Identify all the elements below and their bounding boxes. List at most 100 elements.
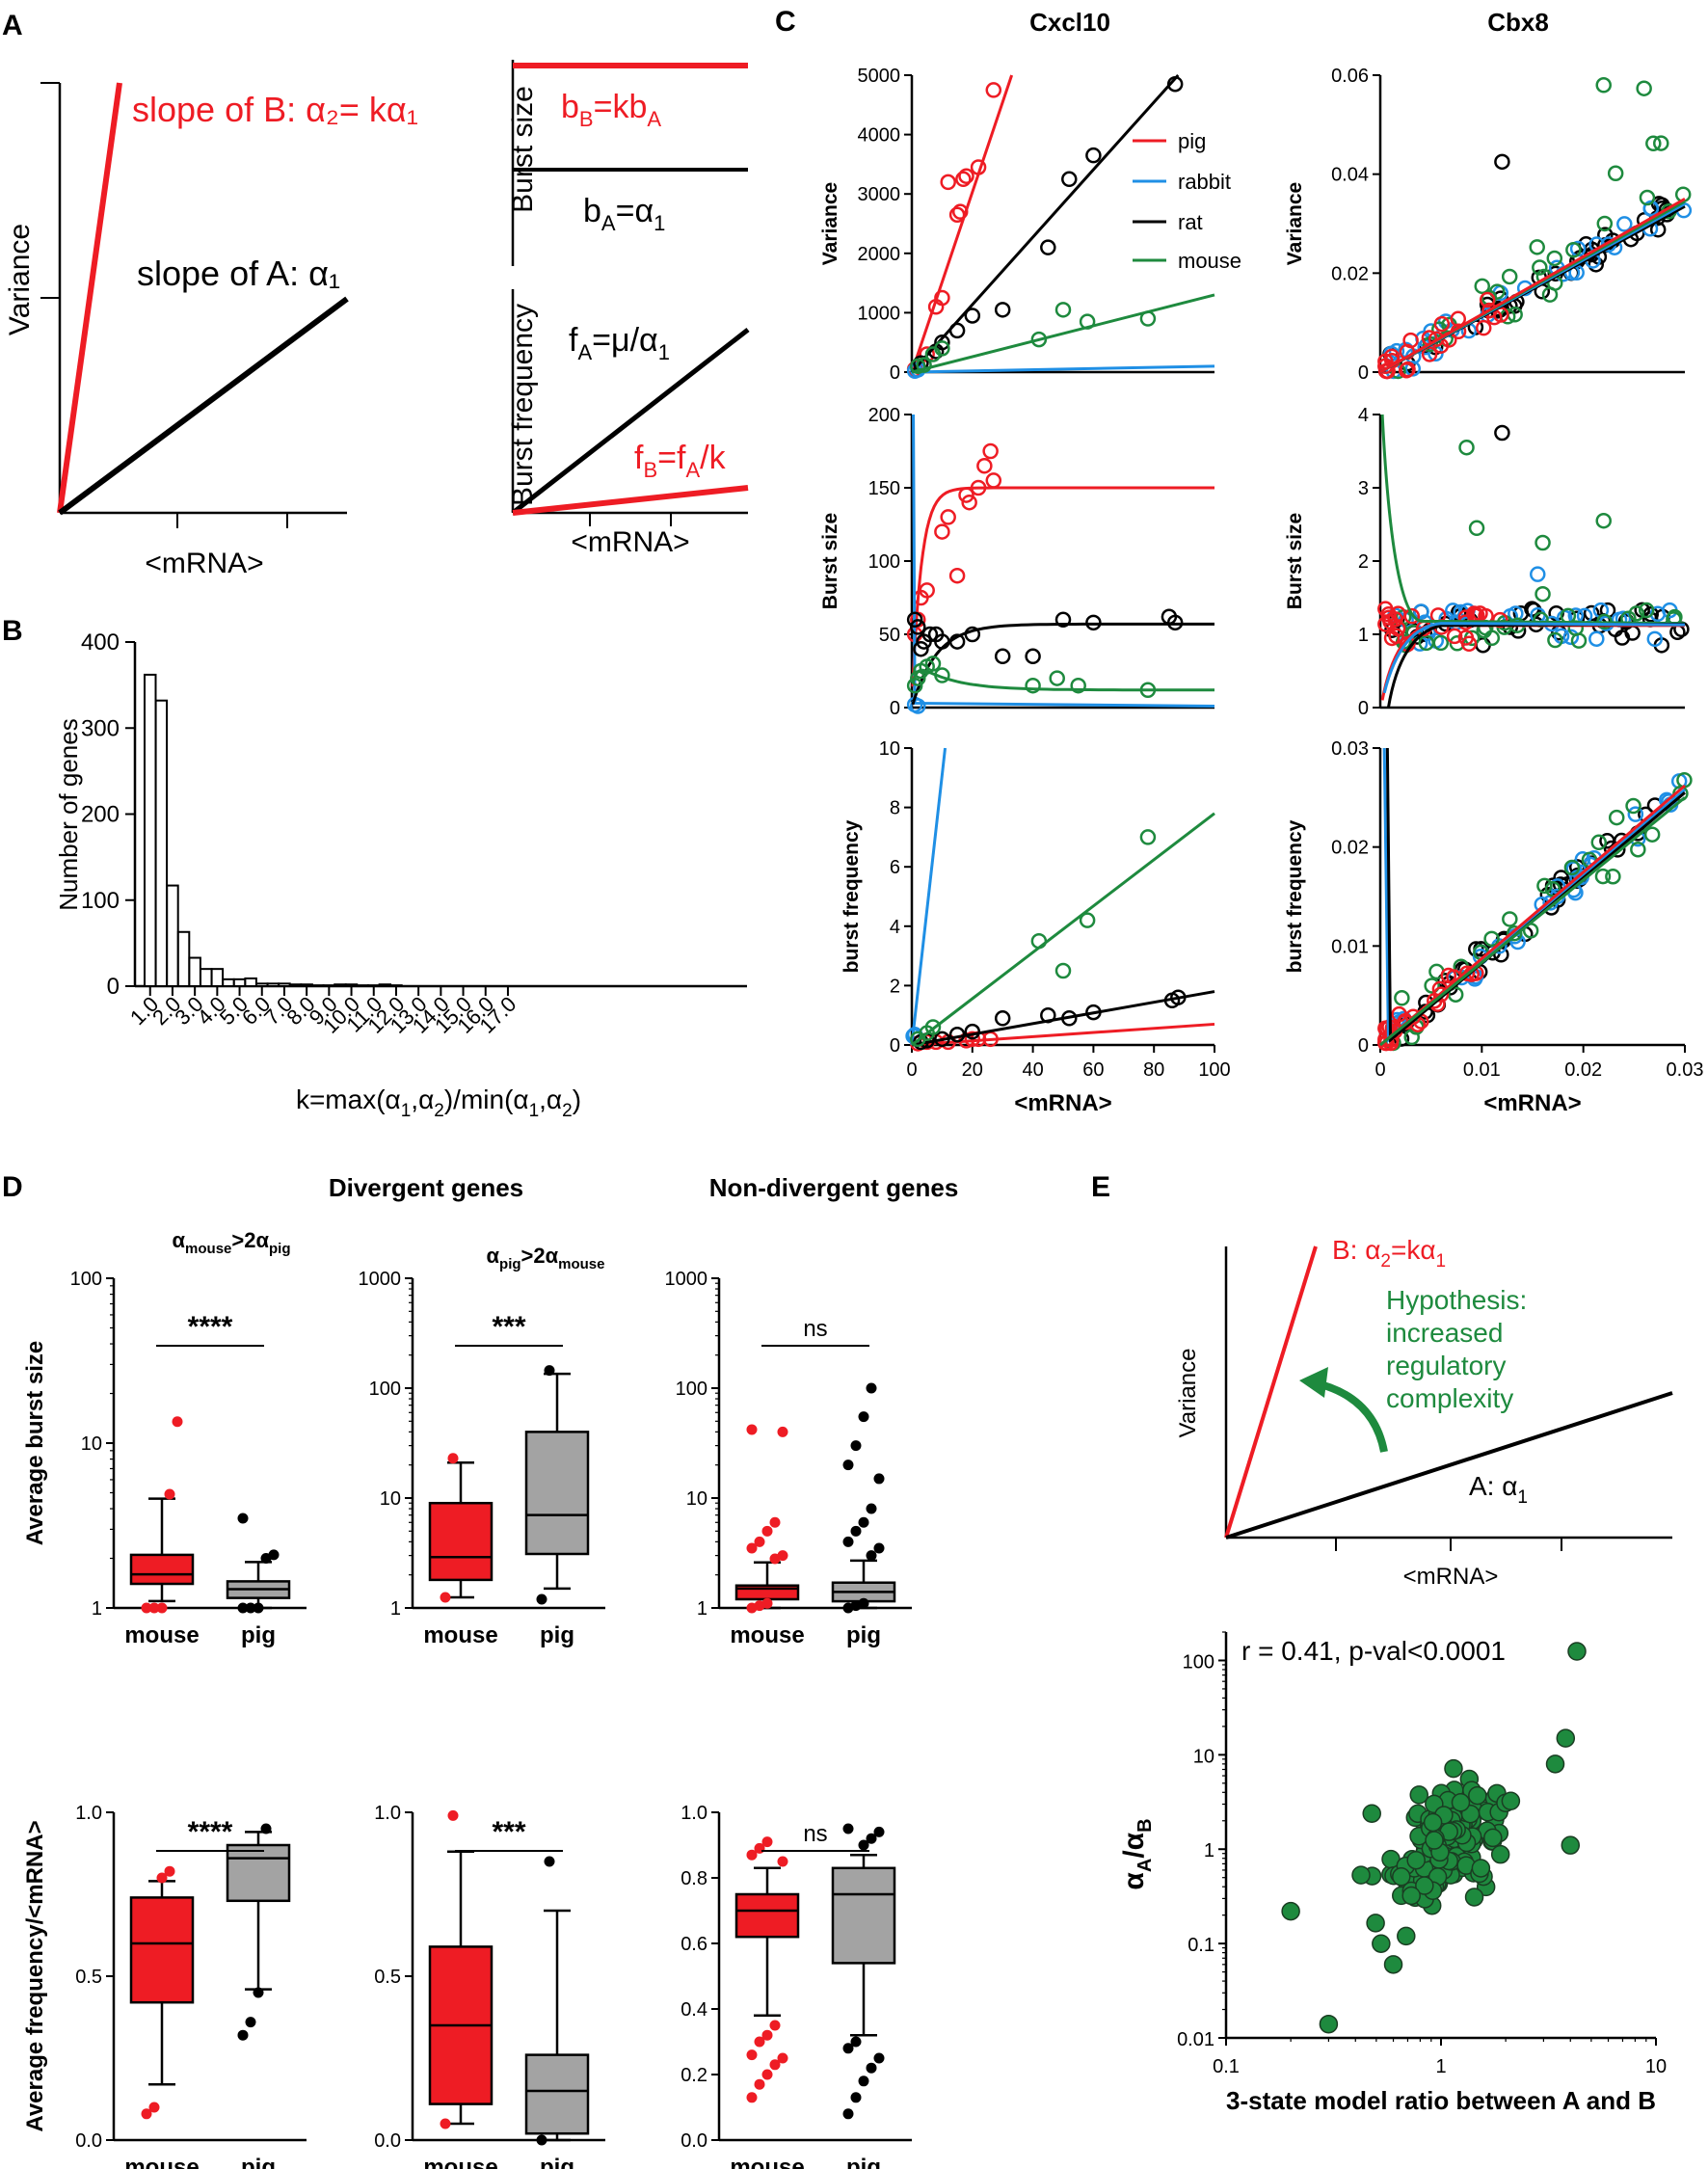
outlier-point: [746, 2092, 758, 2103]
category-label-pig: pig: [540, 1622, 574, 1648]
mouse-fit-line: [911, 293, 1215, 374]
y-tick-label: 0: [1358, 698, 1369, 719]
category-label-mouse: mouse: [124, 1622, 199, 1648]
y-tick-label: 3: [1358, 478, 1369, 499]
blue-point: [1508, 605, 1524, 622]
pig-point: [970, 159, 987, 175]
green-point: [1506, 924, 1523, 942]
outlier-point: [536, 2134, 547, 2146]
green-point: [1536, 877, 1553, 895]
panel-c-plots: 010002000300040005000Variancepigrabbitra…: [819, 66, 1703, 1116]
outlier-point: [858, 1597, 869, 1609]
outlier-point: [873, 1473, 885, 1485]
red-point: [1457, 629, 1475, 646]
y-tick-label: 3000: [858, 184, 901, 205]
scatter-point: [1406, 1850, 1426, 1870]
green-point: [1546, 250, 1563, 267]
green-point: [1547, 631, 1563, 649]
histogram-bar: [154, 699, 169, 987]
y-tick-label: 1000: [858, 303, 901, 324]
rabbit-fit-line: [911, 364, 1215, 374]
green-point: [1590, 834, 1608, 851]
outlier-point: [447, 1453, 459, 1464]
x-tick-label: 80: [1143, 1059, 1164, 1081]
outlier-point: [746, 2049, 758, 2061]
boxplot-chart: 1 10 100 1000 mouse pig ns: [665, 1269, 912, 1648]
green-point: [1636, 80, 1652, 96]
x-tick-label: 60: [1082, 1059, 1104, 1081]
outlier-point: [761, 2029, 773, 2041]
y-tick-label: 50: [879, 625, 900, 646]
mrna-axis-label-right: <mRNA>: [571, 526, 689, 558]
histogram-bar: [389, 984, 403, 987]
y-tick-label: 1000: [359, 1269, 402, 1290]
outlier-point: [754, 2036, 765, 2048]
divergent-genes-title: Divergent genes: [329, 1173, 523, 1202]
y-tick-label: 0.5: [374, 1967, 401, 1988]
e-line-b: [1224, 1245, 1318, 1539]
histogram-bar: [266, 982, 280, 988]
outlier-point: [544, 1365, 555, 1377]
outlier-point: [873, 1826, 885, 1837]
black-point: [1597, 227, 1614, 243]
pig-point: [934, 523, 950, 540]
y-tick-label: 0: [1358, 362, 1369, 384]
histogram-bar: [288, 983, 303, 988]
panel-label-e: E: [1091, 1171, 1110, 1203]
outlier-point: [777, 1426, 788, 1437]
y-tick-label: 1: [1204, 1840, 1214, 1861]
outlier-point: [777, 1550, 788, 1562]
histogram-bar: [144, 673, 157, 987]
outlier-point: [754, 1536, 765, 1547]
burst-freq-b-line: [512, 485, 749, 516]
rat-point: [921, 626, 939, 643]
panel-e: E B: α2=kα1 Hypothesis: increased regula…: [1091, 1171, 1673, 2115]
red-point: [1377, 616, 1394, 632]
legend-label-rabbit: rabbit: [1178, 170, 1231, 194]
y-tick-label: 2: [1358, 551, 1369, 573]
pig-point: [919, 582, 935, 599]
outlier-point: [141, 2108, 152, 2120]
histogram-bar: [322, 984, 336, 987]
blue-point: [1530, 566, 1546, 582]
green-point: [1418, 634, 1435, 652]
outlier-point: [536, 1593, 547, 1605]
legend-label-pig: pig: [1178, 129, 1206, 153]
green-point: [1639, 189, 1656, 206]
y-tick-label: 100: [868, 551, 900, 573]
significance-label: ***: [492, 1816, 525, 1848]
green-point: [1529, 239, 1545, 255]
e-mrna-label: <mRNA>: [1403, 1564, 1499, 1590]
y-tick-label: 1: [390, 1598, 401, 1620]
rat-point: [913, 640, 929, 657]
x-tick-label: 40: [1022, 1059, 1043, 1081]
histogram-bar: [356, 984, 369, 987]
hypothesis-text: Hypothesis: increased regulatory complex…: [1386, 1285, 1535, 1413]
x-tick-label: 0.03: [1667, 1059, 1704, 1081]
outlier-point: [268, 1549, 280, 1561]
y-tick-label: 4: [890, 917, 900, 938]
slope-a-label: slope of A: α₁: [137, 254, 340, 293]
y-axis-label: burst frequency: [841, 819, 863, 973]
histogram-bar: [278, 982, 291, 988]
mouse-point: [916, 357, 932, 373]
pig-point: [982, 442, 999, 460]
outlier-point: [440, 2118, 451, 2129]
outlier-point: [245, 2017, 256, 2028]
histogram-bar: [210, 968, 225, 988]
scatter-point: [1362, 1804, 1381, 1823]
y-axis-label: Average burst size: [22, 1341, 48, 1546]
scatter-point: [1423, 1812, 1443, 1833]
panel-c: C Cxcl10 Cbx8 010002000300040005000Varia…: [775, 6, 1703, 1116]
rat-point: [1040, 1006, 1056, 1024]
green-point: [1541, 286, 1559, 303]
panel-label-c: C: [775, 6, 796, 38]
e-scatter-plot: 0.01 0.1 1 10 100 0.1 1 10 3-state model ratio b…: [1118, 1631, 1667, 2115]
green-point: [1489, 283, 1506, 300]
y-tick-label: 10: [879, 738, 900, 760]
scatter-point: [1490, 1844, 1510, 1864]
scatter-point: [1468, 1785, 1487, 1806]
subtitle-mouse-gt-pig: αmouse>2αpig: [173, 1228, 291, 1257]
significance-label: ns: [803, 1316, 827, 1342]
panel-label-a: A: [2, 10, 23, 41]
